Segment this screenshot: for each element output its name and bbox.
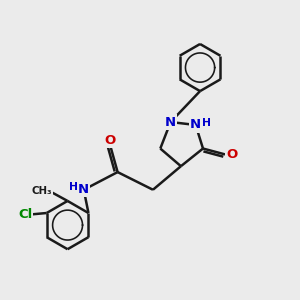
Text: O: O (105, 134, 116, 147)
Text: H: H (69, 182, 78, 192)
Text: Cl: Cl (18, 208, 32, 221)
Text: N: N (78, 183, 89, 196)
Text: N: N (190, 118, 201, 131)
Text: N: N (165, 116, 176, 128)
Text: H: H (202, 118, 211, 128)
Text: CH₃: CH₃ (32, 186, 52, 196)
Text: O: O (226, 148, 237, 161)
